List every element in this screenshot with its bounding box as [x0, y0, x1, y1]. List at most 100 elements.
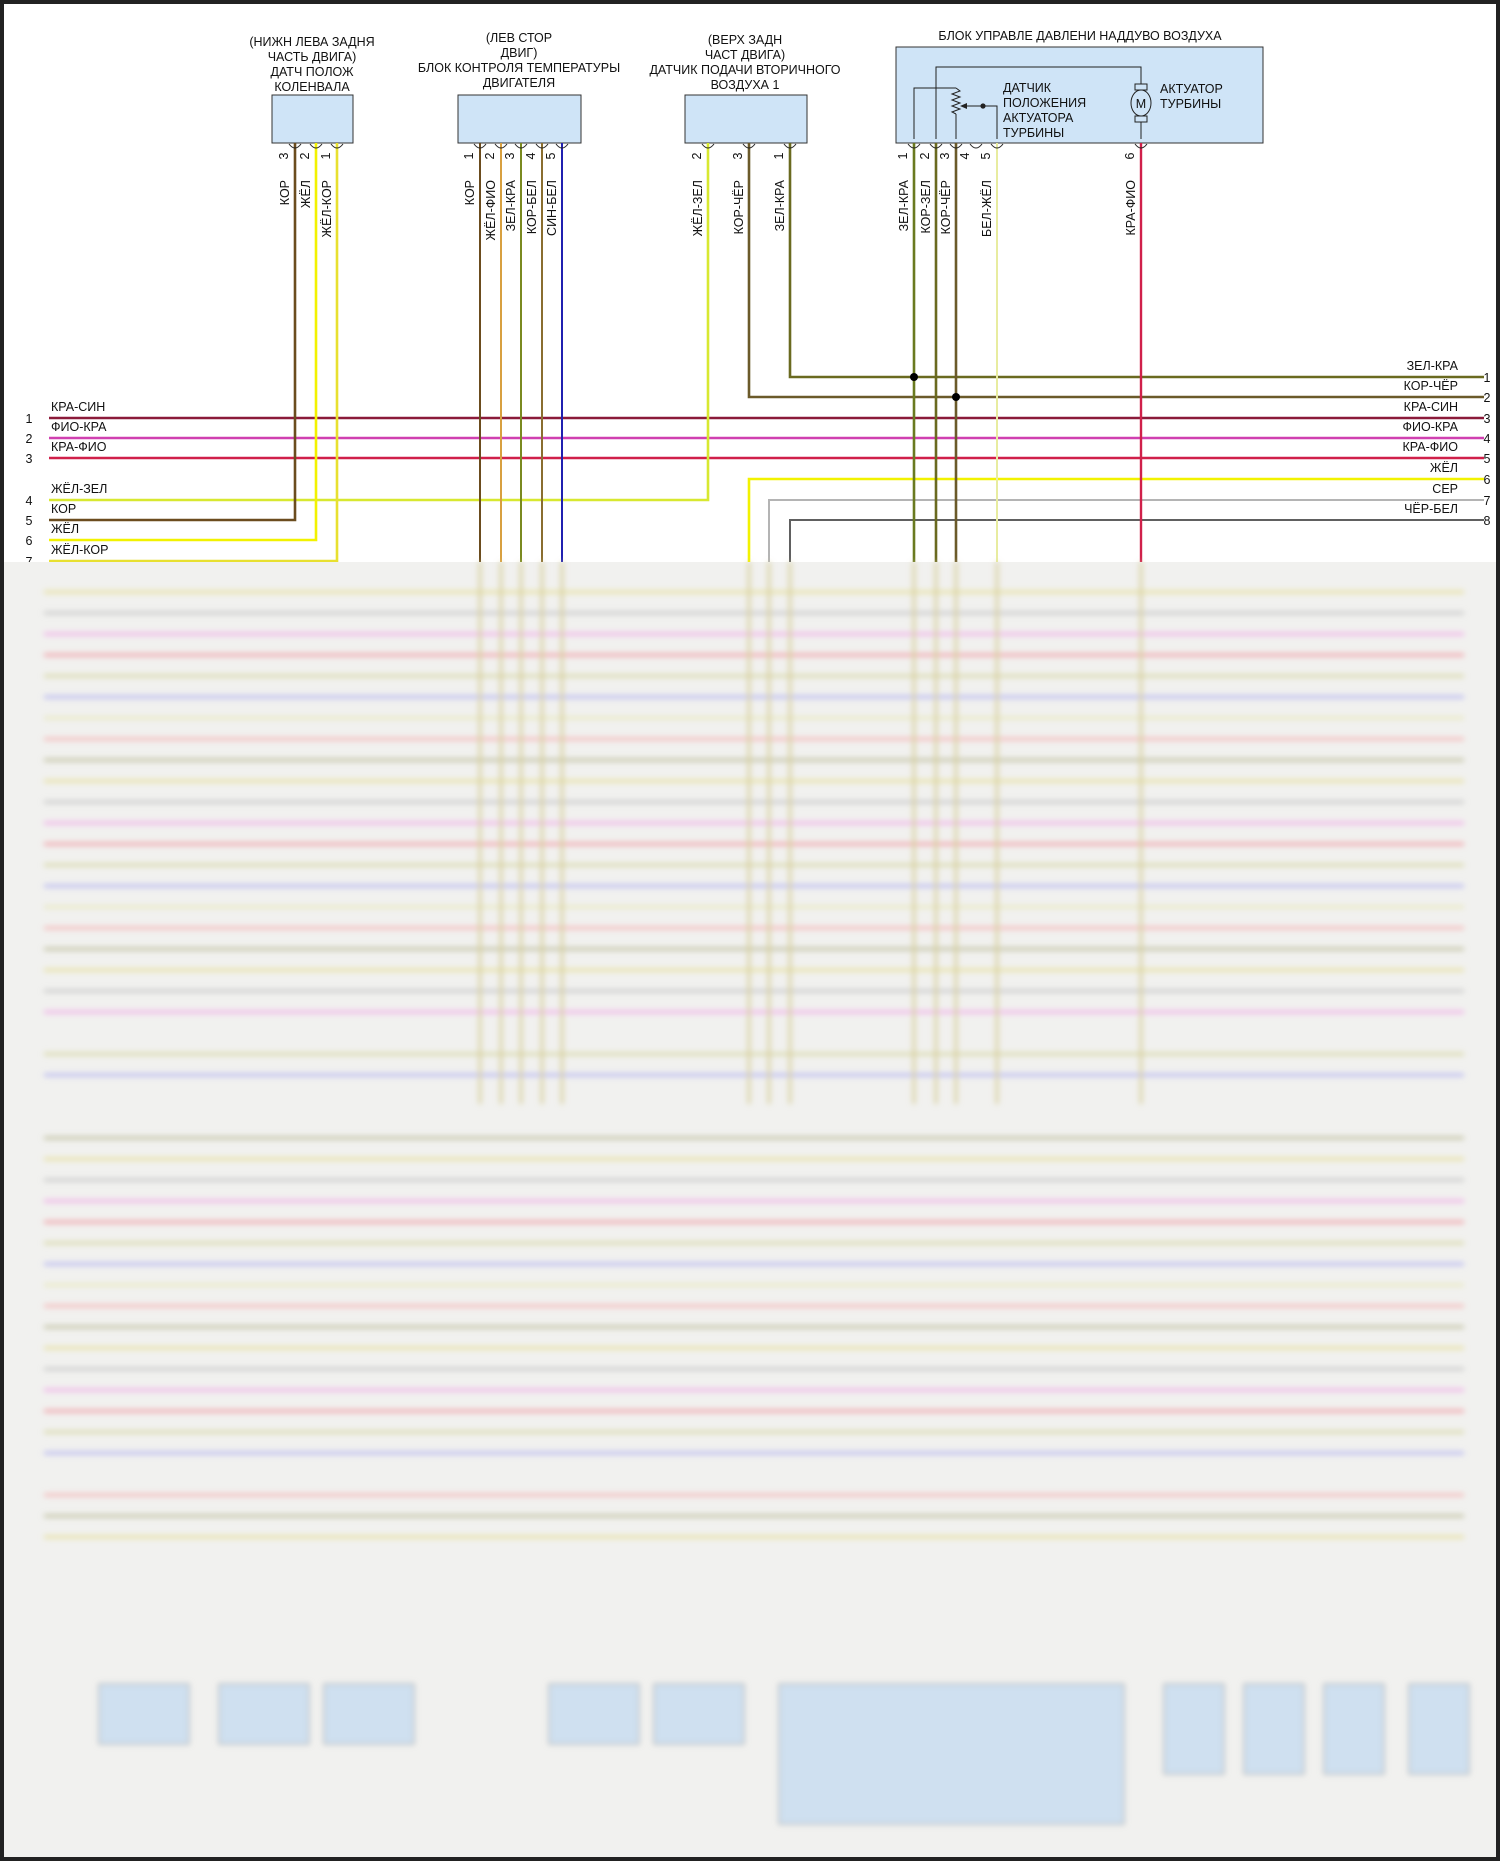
- pin-wire-label: КОР-ЧЁР: [939, 180, 953, 234]
- pin-terminal-icon: [473, 143, 487, 149]
- pin-terminal-icon: [555, 143, 569, 149]
- wire-label: КРА-ФИО: [1403, 440, 1459, 454]
- connector-secondary-air-sensor: (ВЕРХ ЗАДН ЧАСТ ДВИГА) ДАТЧИК ПОДАЧИ ВТО…: [649, 33, 841, 144]
- wire: [747, 143, 1484, 399]
- connector-boost-pressure-control: БЛОК УПРАВЛЕ ДАВЛЕНИ НАДДУВО ВОЗДУХА M Д…: [895, 29, 1264, 144]
- pin-number: 3: [503, 152, 517, 159]
- connector-title-line: ВОЗДУХА 1: [711, 78, 780, 92]
- connector-title-line: (НИЖН ЛЕВА ЗАДНЯ: [249, 35, 374, 49]
- row-number: 2: [1484, 391, 1491, 405]
- wire: [747, 477, 1484, 564]
- wire-label: ЖЁЛ: [51, 522, 79, 536]
- row-number: 2: [26, 432, 33, 446]
- wire-label: КРА-СИН: [51, 400, 105, 414]
- pin-wire-label: ЗЕЛ-КРА: [897, 179, 911, 231]
- pin-wire-label: ЖЁЛ: [299, 180, 313, 208]
- row-number: 1: [1484, 371, 1491, 385]
- wire-label: ЗЕЛ-КРА: [1407, 359, 1459, 373]
- sensor-label: ПОЛОЖЕНИЯ: [1003, 96, 1086, 110]
- pin-number: 4: [958, 152, 972, 159]
- pin-wire-label: КОР-ЗЕЛ: [919, 180, 933, 233]
- pin-terminal-icon: [288, 143, 302, 149]
- wire-label: СЕР: [1432, 482, 1458, 496]
- pin-number: 5: [544, 152, 558, 159]
- pin-terminal-icon: [1134, 143, 1148, 149]
- pin-wire-label: ЖЁЛ-ЗЕЛ: [691, 180, 705, 236]
- wire: [788, 143, 1484, 379]
- pin-wire-label: КОР-ЧЁР: [732, 180, 746, 234]
- row-number: 5: [1484, 452, 1491, 466]
- connector-title-line: ЧАСТ ДВИГА): [705, 48, 785, 62]
- connector-title-line: ДАТЧИК ПОДАЧИ ВТОРИЧНОГО: [649, 63, 840, 77]
- pin-terminal-icon: [514, 143, 528, 149]
- svg-text:M: M: [1136, 97, 1146, 111]
- splice-dot: [952, 393, 960, 401]
- wire: [49, 143, 710, 502]
- pin-number: 1: [896, 152, 910, 159]
- wire-label: ЖЁЛ: [1430, 461, 1458, 475]
- connector-box: [895, 46, 1264, 144]
- connector-title-line: ДАТЧ ПОЛОЖ: [270, 65, 353, 79]
- blurred-wiring: [44, 562, 1470, 1825]
- pin-number: 3: [938, 152, 952, 159]
- pin-terminal-icon: [949, 143, 963, 149]
- wire-label: КРА-ФИО: [51, 440, 107, 454]
- diagram-canvas: (НИЖН ЛЕВА ЗАДНЯ ЧАСТЬ ДВИГА) ДАТЧ ПОЛОЖ…: [4, 29, 1496, 1857]
- sensor-label: ТУРБИНЫ: [1003, 126, 1064, 140]
- wire-label: ФИО-КРА: [1403, 420, 1459, 434]
- pin-terminal-icon: [990, 143, 1004, 149]
- blurred-component-box: [548, 1683, 640, 1745]
- pin-number: 1: [462, 152, 476, 159]
- pin-wire-label: БЕЛ-ЖЁЛ: [980, 180, 994, 237]
- pin-wire-label: СИН-БЕЛ: [545, 180, 559, 236]
- connector-engine-temp-module: (ЛЕВ СТОР ДВИГ) БЛОК КОНТРОЛЯ ТЕМПЕРАТУР…: [418, 31, 620, 144]
- pin-wire-label: ЗЕЛ-КРА: [504, 179, 518, 231]
- pin-terminal-icon: [309, 143, 323, 149]
- potentiometer-icon: [950, 87, 962, 115]
- blurred-component-box: [653, 1683, 745, 1745]
- connector-title-line: (ВЕРХ ЗАДН: [708, 33, 782, 47]
- pin-number: 1: [772, 152, 786, 159]
- pin-terminal-icon: [535, 143, 549, 149]
- row-number: 8: [1484, 514, 1491, 528]
- pin-number: 3: [277, 152, 291, 159]
- pin-wire-label: КОР-БЕЛ: [525, 180, 539, 234]
- blurred-component-box: [1163, 1683, 1225, 1775]
- connector-crankshaft-sensor: (НИЖН ЛЕВА ЗАДНЯ ЧАСТЬ ДВИГА) ДАТЧ ПОЛОЖ…: [249, 35, 375, 144]
- connector-box: [684, 94, 808, 144]
- connector-title-line: (ЛЕВ СТОР: [486, 31, 552, 45]
- row-number: 6: [26, 534, 33, 548]
- pin-number: 2: [918, 152, 932, 159]
- pin-wire-label: ЖЁЛ-ФИО: [484, 180, 498, 241]
- pin-number: 6: [1123, 152, 1137, 159]
- pin-number: 2: [298, 152, 312, 159]
- connector-title-line: КОЛЕНВАЛА: [274, 80, 350, 94]
- wire-label: КОР-ЧЁР: [1404, 379, 1458, 393]
- pin-wire-label: КОР: [278, 180, 292, 205]
- row-number: 5: [26, 514, 33, 528]
- pin-terminal-icon: [969, 143, 983, 149]
- blurred-component-box: [1408, 1683, 1470, 1775]
- blurred-component-box: [323, 1683, 415, 1745]
- connector-title: БЛОК УПРАВЛЕ ДАВЛЕНИ НАДДУВО ВОЗДУХА: [938, 29, 1222, 43]
- blurred-component-box: [218, 1683, 310, 1745]
- blurred-component-box: [778, 1683, 1125, 1825]
- pin-terminal-icon: [907, 143, 921, 149]
- pin-number: 4: [524, 152, 538, 159]
- wire: [789, 519, 1484, 564]
- wire: [49, 143, 339, 563]
- wire: [49, 143, 297, 522]
- pin-wire-label: КОР: [463, 180, 477, 205]
- sensor-label: АКТУАТОРА: [1003, 111, 1074, 125]
- motor-icon: M: [1130, 83, 1152, 123]
- pin-number: 2: [483, 152, 497, 159]
- pin-terminal-icon: [929, 143, 943, 149]
- blurred-component-box: [98, 1683, 190, 1745]
- wire-label: ЖЁЛ-КОР: [51, 543, 108, 557]
- pin-number: 2: [690, 152, 704, 159]
- pin-number: 1: [319, 152, 333, 159]
- blurred-region: [4, 562, 1496, 1857]
- wire-label: ЖЁЛ-ЗЕЛ: [51, 482, 107, 496]
- pin-terminal-icon: [330, 143, 344, 149]
- row-number: 3: [1484, 412, 1491, 426]
